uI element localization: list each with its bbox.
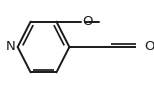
Text: N: N — [6, 41, 16, 53]
Text: O: O — [82, 15, 93, 28]
Text: O: O — [145, 41, 154, 53]
